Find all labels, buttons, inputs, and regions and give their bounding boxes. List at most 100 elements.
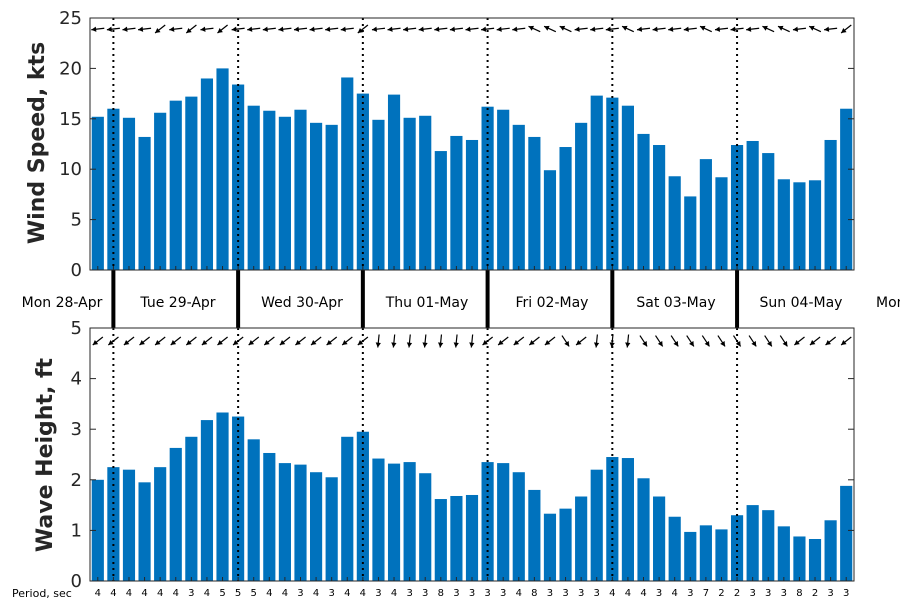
wave-bar <box>465 494 479 581</box>
wind-bar <box>637 133 650 270</box>
period-value: 4 <box>609 588 615 599</box>
arrow-up-left-icon <box>699 25 712 33</box>
y-tick-label: 15 <box>59 109 82 130</box>
wind-bar <box>387 94 401 270</box>
wind-bar <box>465 139 479 270</box>
wave-bar <box>356 431 369 581</box>
arrow-left-icon <box>792 26 807 32</box>
arrow-left-icon <box>746 26 760 32</box>
arrow-left-icon <box>512 26 526 32</box>
arrow-up-left-icon <box>528 25 541 33</box>
wind-bar <box>294 109 307 270</box>
wave-bar <box>559 508 572 581</box>
arrow-down-left-icon <box>357 24 369 34</box>
period-value: 4 <box>344 588 350 599</box>
wave-bar <box>606 457 619 581</box>
period-value: 5 <box>251 588 257 599</box>
arrow-left-icon <box>122 26 136 32</box>
direction-arrows <box>91 24 852 348</box>
wave-bar <box>169 447 182 581</box>
wind-bar <box>91 116 104 270</box>
wind-bar <box>668 176 681 270</box>
wind-bar <box>730 145 744 270</box>
period-value: 3 <box>422 588 428 599</box>
arrow-down-left-icon <box>357 336 369 346</box>
period-value: 4 <box>360 588 366 599</box>
wind-bar <box>684 196 697 270</box>
wave-bar <box>294 464 307 581</box>
wave-bar <box>824 520 837 581</box>
arrow-down-left-icon <box>341 336 353 346</box>
arrow-left-icon <box>169 26 183 32</box>
arrow-down-left-icon <box>326 336 338 346</box>
arrow-down-left-icon <box>825 336 837 346</box>
wind-bar <box>777 179 790 270</box>
wind-bar <box>154 112 167 270</box>
period-value: 4 <box>141 588 147 599</box>
arrow-down-left-icon <box>154 24 166 34</box>
period-value: 7 <box>703 588 709 599</box>
arrow-down-icon <box>453 334 459 348</box>
day-label: Wed 30-Apr <box>261 295 343 311</box>
wind-bar <box>325 124 338 270</box>
wind-bar <box>653 145 666 270</box>
wave-bar <box>434 499 447 581</box>
day-label: Thu 01-May <box>385 295 469 311</box>
arrow-left-icon <box>652 26 666 32</box>
arrow-left-icon <box>200 26 214 32</box>
wave-bar <box>653 496 666 581</box>
arrow-down-left-icon <box>232 336 244 346</box>
arrow-down-left-icon <box>92 336 104 346</box>
wave-bar <box>684 531 697 581</box>
arrow-down-left-icon <box>528 336 540 346</box>
wind-bar <box>606 97 619 270</box>
wave-bar <box>403 462 416 581</box>
wind-bar <box>715 177 728 270</box>
period-axis-label: Period, sec <box>12 587 72 600</box>
arrow-down-icon <box>609 334 615 348</box>
wave-bar <box>138 482 151 581</box>
arrow-down-left-icon <box>513 336 525 346</box>
arrow-down-icon <box>375 334 381 348</box>
arrow-down-left-icon <box>107 336 119 346</box>
period-value: 3 <box>375 588 381 599</box>
y-tick-label: 1 <box>71 520 82 541</box>
wave-bar <box>715 529 728 581</box>
period-value: 3 <box>656 588 662 599</box>
period-value: 4 <box>282 588 288 599</box>
day-label: Sun 04-May <box>760 295 843 311</box>
arrow-down-left-icon <box>185 24 197 34</box>
period-value: 3 <box>749 588 755 599</box>
y-tick-label: 10 <box>59 159 82 180</box>
arrow-down-left-icon <box>544 336 556 346</box>
wind-bar <box>372 119 385 270</box>
period-value: 3 <box>781 588 787 599</box>
y-tick-label: 4 <box>71 369 82 390</box>
arrow-down-icon <box>406 334 413 348</box>
arrow-down-right-icon <box>561 335 570 347</box>
wave-bar <box>621 458 634 581</box>
arrow-left-icon <box>590 26 604 32</box>
wave-bar <box>232 416 245 581</box>
wave-height-axis-label: Wave Height, ft <box>33 357 58 552</box>
wave-bar <box>341 436 354 581</box>
arrow-left-icon <box>683 26 697 32</box>
y-tick-label: 0 <box>71 571 82 592</box>
wave-bar <box>278 463 291 581</box>
wind-bar <box>762 153 775 270</box>
arrow-left-icon <box>247 26 261 32</box>
period-value: 5 <box>219 588 225 599</box>
wind-bar <box>450 135 463 270</box>
y-tick-label: 20 <box>59 58 82 79</box>
arrow-down-icon <box>422 334 428 348</box>
wave-bar <box>512 472 525 581</box>
period-value: 3 <box>328 588 334 599</box>
period-value: 8 <box>796 588 802 599</box>
y-tick-label: 5 <box>71 318 82 339</box>
wind-bar <box>808 180 822 270</box>
arrow-down-left-icon <box>840 336 852 346</box>
period-value: 3 <box>594 588 600 599</box>
wave-bar <box>590 469 603 581</box>
period-value: 4 <box>391 588 397 599</box>
